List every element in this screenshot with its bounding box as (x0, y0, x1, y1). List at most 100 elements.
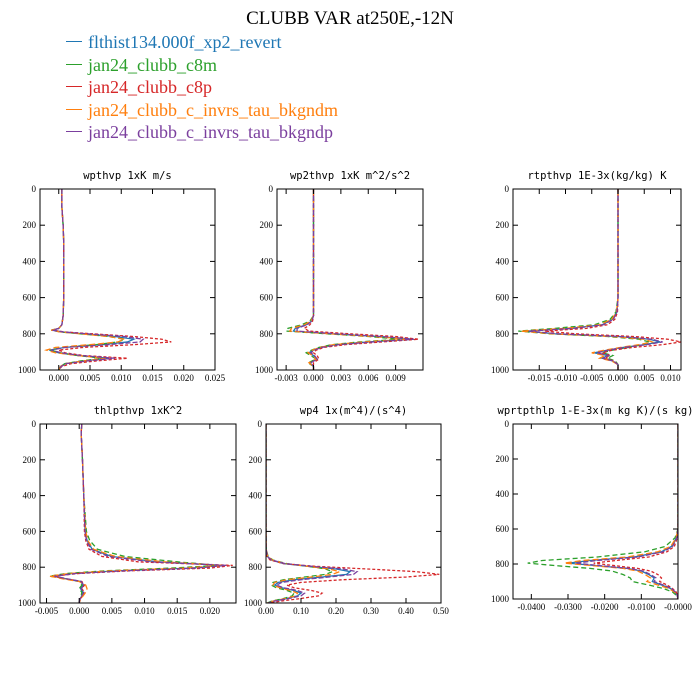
y-tick-label: 400 (496, 256, 510, 266)
y-tick-label: 600 (496, 524, 510, 534)
y-tick-label: 1000 (18, 598, 37, 608)
panel-title: wpthvp 1xK m/s (83, 170, 172, 182)
y-tick-label: 0 (505, 184, 510, 194)
legend-item: jan24_clubb_c8p (66, 76, 338, 99)
y-tick-label: 600 (23, 293, 37, 303)
x-tick-label: 0.10 (293, 606, 309, 616)
plot-frame (265, 423, 442, 604)
series-line (518, 189, 652, 370)
y-tick-label: 400 (249, 491, 263, 501)
panel-title: wprtpthlp 1-E-3x(m kg K)/(s kg) (498, 405, 694, 417)
x-tick-label: 0.020 (200, 606, 221, 616)
plot-frame (39, 188, 216, 371)
legend: flthist134.000f_xp2_revert jan24_clubb_c8… (66, 31, 338, 144)
x-tick-label: -0.0200 (591, 602, 619, 612)
x-tick-label: -0.0300 (554, 602, 582, 612)
x-tick-label: 0.20 (328, 606, 344, 616)
x-tick-label: -0.015 (528, 373, 552, 383)
legend-label: jan24_clubb_c8p (88, 77, 212, 97)
y-tick-label: 400 (23, 256, 37, 266)
series-line (303, 189, 419, 370)
y-tick-label: 800 (249, 562, 263, 572)
y-tick-label: 200 (496, 454, 510, 464)
y-tick-label: 0 (269, 184, 274, 194)
legend-label: jan24_clubb_c8m (88, 54, 217, 75)
y-tick-label: 400 (260, 256, 274, 266)
y-tick-label: 1000 (255, 365, 274, 375)
x-tick-label: 0.015 (167, 606, 188, 616)
series-line (49, 424, 223, 603)
y-tick-label: 400 (496, 489, 510, 499)
series-line (575, 424, 678, 599)
x-tick-label: -0.005 (580, 373, 604, 383)
chart-panel: wpthvp 1xK m/s 0 200 400 600 800 1000 0.000 0.00… (18, 170, 226, 383)
y-tick-label: 1000 (18, 365, 37, 375)
legend-item: jan24_clubb_c8m (66, 54, 338, 77)
y-tick-label: 200 (23, 220, 37, 230)
y-tick-label: 1000 (491, 594, 510, 604)
x-tick-label: 0.006 (358, 373, 379, 383)
y-tick-label: 400 (23, 491, 37, 501)
x-tick-label: 0.005 (80, 373, 101, 383)
x-tick-label: 0.000 (69, 606, 90, 616)
y-tick-label: 600 (249, 526, 263, 536)
y-tick-label: 800 (260, 329, 274, 339)
x-tick-label: 0.010 (134, 606, 155, 616)
legend-item: flthist134.000f_xp2_revert (66, 31, 338, 54)
legend-label: jan24_clubb_c_invrs_tau_bkgndm (88, 99, 338, 120)
x-tick-label: 0.40 (398, 606, 414, 616)
legend-line-swatch (66, 86, 82, 88)
x-tick-label: 0.015 (142, 373, 163, 383)
panel-title: rtpthvp 1E-3x(kg/kg) K (527, 170, 667, 182)
legend-item: jan24_clubb_c_invrs_tau_bkgndm (66, 99, 338, 122)
plot-frame (512, 188, 682, 371)
series-line (266, 424, 440, 603)
y-tick-label: 600 (496, 293, 510, 303)
x-tick-label: -0.010 (554, 373, 578, 383)
chart-panel: wprtpthlp 1-E-3x(m kg K)/(s kg) 0 200 400 60… (491, 405, 693, 612)
series-line (564, 424, 678, 599)
y-tick-label: 200 (23, 455, 37, 465)
y-tick-label: 800 (23, 562, 37, 572)
y-tick-label: 0 (32, 184, 37, 194)
x-tick-label: 0.010 (111, 373, 132, 383)
x-tick-label: 0.000 (303, 373, 324, 383)
series-line (52, 424, 223, 603)
x-tick-label: 0.000 (608, 373, 629, 383)
y-tick-label: 800 (496, 559, 510, 569)
x-tick-label: -0.0400 (517, 602, 545, 612)
x-tick-label: 0.50 (433, 606, 449, 616)
y-tick-label: 0 (258, 419, 263, 429)
plot-frame (512, 423, 679, 600)
y-tick-label: 600 (260, 293, 274, 303)
y-tick-label: 200 (249, 455, 263, 465)
legend-label: jan24_clubb_c_invrs_tau_bkgndp (88, 122, 333, 142)
y-tick-label: 200 (496, 220, 510, 230)
chart-panel: rtpthvp 1E-3x(kg/kg) K 0 200 400 600 800 1000 -… (491, 170, 682, 383)
legend-line-swatch (66, 131, 82, 133)
series-line (288, 189, 410, 370)
series-line (49, 424, 220, 603)
x-tick-label: 0.020 (174, 373, 195, 383)
x-tick-label: -0.0100 (627, 602, 655, 612)
series-line (284, 189, 401, 370)
series-line (54, 424, 227, 603)
legend-line-swatch (66, 41, 82, 43)
series-line (593, 424, 678, 599)
x-tick-label: 0.30 (363, 606, 379, 616)
series-line (567, 424, 678, 599)
series-line (526, 189, 661, 370)
x-tick-label: 0.005 (634, 373, 655, 383)
panel-title: thlpthvp 1xK^2 (94, 405, 183, 417)
series-line (520, 189, 655, 370)
y-tick-label: 0 (505, 419, 510, 429)
y-tick-label: 200 (260, 220, 274, 230)
chart-panel: wp2thvp 1xK m^2/s^2 0 200 400 600 800 1000-0.0… (255, 170, 424, 383)
plot-frame (39, 423, 237, 604)
x-tick-label: 0.003 (331, 373, 352, 383)
y-tick-label: 1000 (244, 598, 263, 608)
y-tick-label: 800 (23, 329, 37, 339)
y-tick-label: 0 (32, 419, 37, 429)
